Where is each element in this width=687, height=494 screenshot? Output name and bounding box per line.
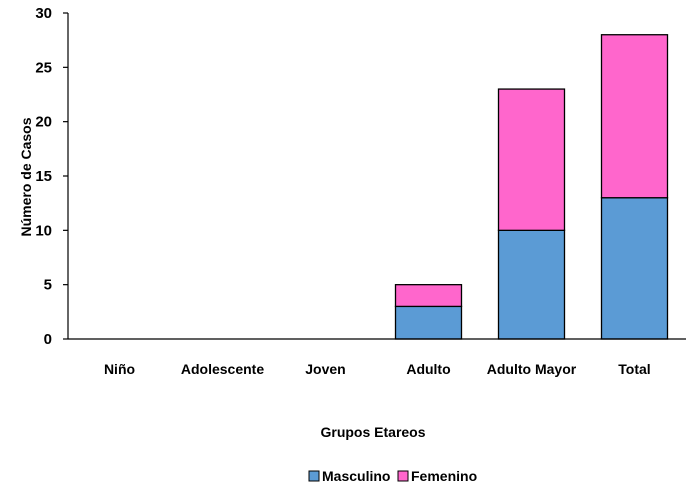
y-tick-label: 5 xyxy=(44,277,52,294)
y-tick-label: 30 xyxy=(35,5,52,22)
y-tick-label: 15 xyxy=(35,168,52,185)
legend-label-femenino: Femenino xyxy=(411,468,477,484)
bar-masculino-4 xyxy=(497,229,566,340)
x-tick-label: Total xyxy=(618,361,650,377)
legend-swatch-femenino xyxy=(397,470,409,482)
x-tick-label: Adulto xyxy=(406,361,450,377)
bar-femenino-5 xyxy=(600,34,669,199)
x-tick-label: Niño xyxy=(104,361,135,377)
legend: Masculino Femenino xyxy=(308,468,477,484)
x-tick-label: Adulto Mayor xyxy=(487,361,577,377)
bar-masculino-3 xyxy=(394,305,463,340)
x-tick-label: Adolescente xyxy=(181,361,264,377)
bar-femenino-4 xyxy=(497,88,566,231)
y-axis-title: Número de Casos xyxy=(18,117,34,236)
y-tick-label: 10 xyxy=(35,222,52,239)
legend-label-masculino: Masculino xyxy=(322,468,390,484)
x-tick-label: Joven xyxy=(305,361,345,377)
y-tick-label: 0 xyxy=(44,331,52,348)
y-tick-label: 25 xyxy=(35,59,52,76)
x-axis-title: Grupos Etareos xyxy=(320,424,425,440)
bar-masculino-5 xyxy=(600,197,669,340)
bar-femenino-3 xyxy=(394,284,463,308)
y-tick-label: 20 xyxy=(35,114,52,131)
legend-swatch-masculino xyxy=(308,470,320,482)
